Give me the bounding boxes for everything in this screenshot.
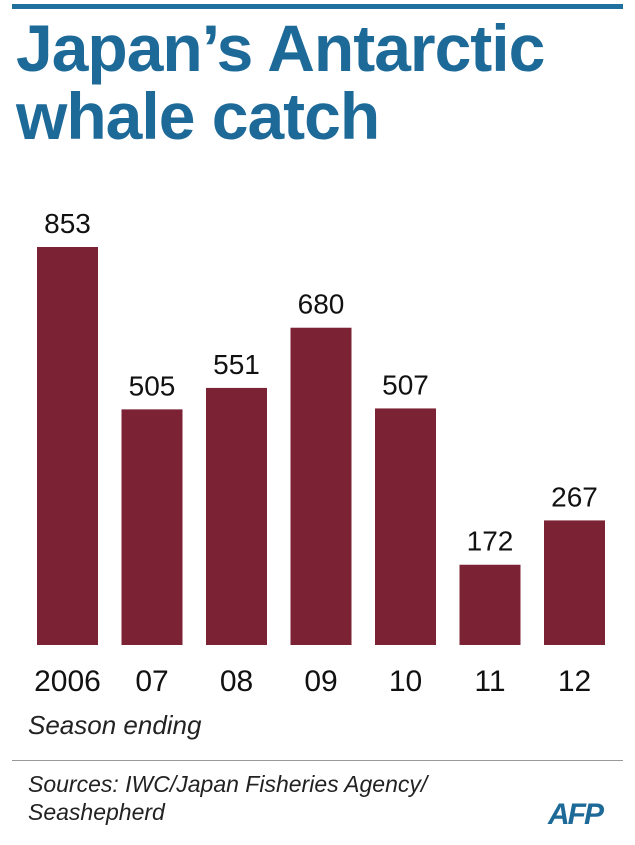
footer-divider — [12, 760, 623, 761]
source-line-1: Sources: IWC/Japan Fisheries Agency/ — [28, 771, 428, 797]
value-label-08: 551 — [213, 349, 260, 380]
x-tick-label-08: 08 — [220, 665, 253, 698]
bar-chart: 853 2006 505 07 551 08 680 09 507 10 172 11 267 12 — [34, 208, 605, 698]
bar-07 — [121, 409, 183, 645]
bar-2006 — [37, 247, 98, 645]
value-label-09: 680 — [298, 289, 345, 320]
chart-title: Japan’s Antarctic whale catch — [16, 14, 626, 150]
title-line-2: whale catch — [16, 79, 380, 153]
bar-09 — [290, 327, 352, 645]
value-label-10: 507 — [382, 369, 429, 400]
bar-08 — [206, 387, 267, 645]
value-label-12: 267 — [551, 481, 598, 512]
bar-12 — [544, 520, 605, 645]
x-tick-label-09: 09 — [304, 665, 337, 698]
source-line-2: Seashepherd — [28, 799, 165, 825]
x-tick-label-10: 10 — [389, 665, 422, 698]
x-tick-label-12: 12 — [558, 665, 591, 698]
x-axis-caption: Season ending — [28, 710, 202, 740]
x-tick-label-07: 07 — [135, 665, 168, 698]
source-note: Sources: IWC/Japan Fisheries Agency/ Sea… — [28, 770, 528, 826]
value-label-2006: 853 — [44, 208, 91, 239]
bar-10 — [375, 408, 436, 645]
bar-11 — [459, 564, 521, 645]
x-tick-label-2006: 2006 — [34, 665, 101, 698]
x-tick-label-11: 11 — [474, 665, 505, 698]
value-label-11: 172 — [467, 526, 514, 557]
afp-logo: AFP — [548, 798, 604, 831]
top-accent-bar — [12, 4, 623, 9]
title-line-1: Japan’s Antarctic — [16, 11, 545, 85]
value-label-07: 505 — [129, 370, 176, 401]
